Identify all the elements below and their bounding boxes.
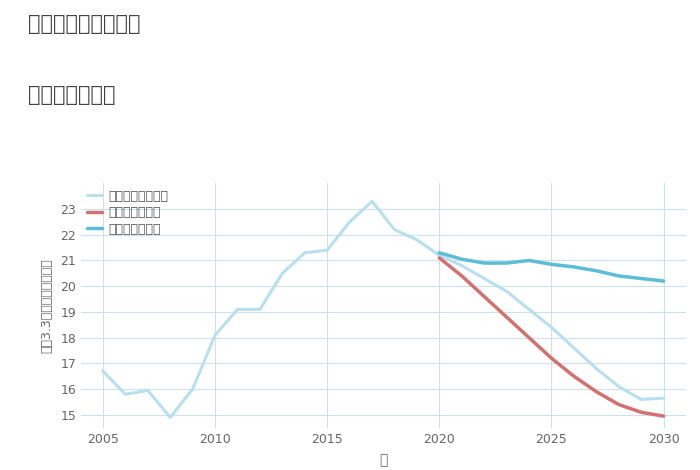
バッドシナリオ [435,255,444,261]
グッドシナリオ [435,250,444,256]
X-axis label: 年: 年 [379,453,387,467]
ノーマルシナリオ [211,332,219,338]
バッドシナリオ [458,273,466,279]
グッドシナリオ [458,256,466,262]
ノーマルシナリオ [525,306,533,312]
ノーマルシナリオ [615,384,623,389]
ノーマルシナリオ [413,237,421,243]
バッドシナリオ [615,402,623,407]
ノーマルシナリオ [368,198,376,204]
グッドシナリオ [570,264,578,270]
ノーマルシナリオ [659,395,668,401]
バッドシナリオ [525,335,533,340]
Text: 土地の価格推移: 土地の価格推移 [28,85,116,105]
バッドシナリオ [592,389,601,394]
ノーマルシナリオ [233,306,242,312]
ノーマルシナリオ [345,219,354,225]
ノーマルシナリオ [547,325,556,330]
バッドシナリオ [547,355,556,361]
ノーマルシナリオ [99,368,107,374]
グッドシナリオ [592,268,601,274]
Text: 福岡県古賀市美明の: 福岡県古賀市美明の [28,14,141,34]
ノーマルシナリオ [144,388,152,393]
Line: バッドシナリオ: バッドシナリオ [440,258,664,416]
バッドシナリオ [570,374,578,379]
バッドシナリオ [480,294,489,299]
ノーマルシナリオ [278,271,286,276]
グッドシナリオ [503,260,511,266]
ノーマルシナリオ [323,247,331,253]
ノーマルシナリオ [188,386,197,392]
Line: グッドシナリオ: グッドシナリオ [440,253,664,281]
バッドシナリオ [637,409,645,415]
グッドシナリオ [659,278,668,284]
バッドシナリオ [503,314,511,320]
ノーマルシナリオ [570,345,578,351]
ノーマルシナリオ [592,366,601,371]
グッドシナリオ [480,260,489,266]
ノーマルシナリオ [480,276,489,282]
ノーマルシナリオ [256,306,264,312]
ノーマルシナリオ [503,289,511,294]
グッドシナリオ [637,276,645,282]
ノーマルシナリオ [166,415,174,420]
Legend: ノーマルシナリオ, バッドシナリオ, グッドシナリオ: ノーマルシナリオ, バッドシナリオ, グッドシナリオ [87,189,168,236]
Line: ノーマルシナリオ: ノーマルシナリオ [103,201,664,417]
ノーマルシナリオ [435,252,444,258]
ノーマルシナリオ [637,397,645,402]
グッドシナリオ [547,261,556,267]
ノーマルシナリオ [458,263,466,268]
Y-axis label: 坪（3.3㎡）単価（万円）: 坪（3.3㎡）単価（万円） [41,258,53,353]
ノーマルシナリオ [391,227,399,233]
グッドシナリオ [615,273,623,279]
ノーマルシナリオ [121,392,130,397]
バッドシナリオ [659,413,668,419]
グッドシナリオ [525,258,533,263]
ノーマルシナリオ [300,250,309,256]
